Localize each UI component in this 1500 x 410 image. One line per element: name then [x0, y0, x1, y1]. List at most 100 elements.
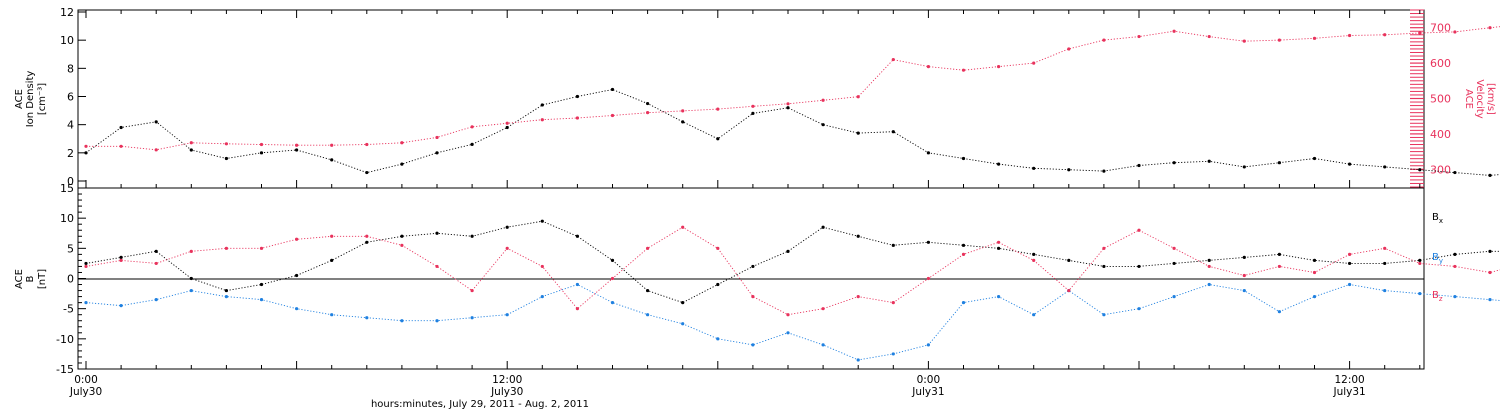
- bx-point: [716, 282, 720, 287]
- bz-point: [1067, 288, 1071, 293]
- density-point: [1137, 163, 1141, 168]
- velocity-point: [400, 141, 404, 145]
- bx-point: [224, 288, 228, 293]
- bz-point: [365, 234, 369, 238]
- legend-entry-bz: Bz: [1432, 290, 1443, 303]
- bottom-left-tick-label: 15: [60, 182, 74, 195]
- x-tick-date-label: July31: [1332, 386, 1365, 398]
- velocity-point: [716, 107, 720, 111]
- density-point: [435, 151, 439, 155]
- bx-series: [84, 219, 1500, 305]
- bx-point: [84, 261, 88, 266]
- velocity-point: [470, 125, 474, 129]
- by-point: [1383, 288, 1387, 293]
- density-point: [821, 123, 825, 127]
- by-point: [1137, 307, 1141, 311]
- bottom-series-layer: [84, 219, 1500, 362]
- by-point: [1032, 313, 1036, 317]
- top-right-tick-label: 400: [1430, 128, 1451, 141]
- bz-point: [1453, 264, 1457, 269]
- density-point: [575, 94, 580, 99]
- x-tick-time-label: 0:00: [74, 374, 98, 386]
- x-tick-date-label: July30: [490, 386, 523, 398]
- top-left-ylabel-line2: Ion Density: [25, 71, 36, 128]
- density-point: [891, 130, 895, 134]
- top-left-tick-label: 6: [67, 91, 74, 104]
- velocity-point: [891, 57, 895, 62]
- by-point: [119, 304, 123, 308]
- bottom-left-tick-label: -15: [56, 363, 74, 376]
- bx-point: [259, 282, 264, 287]
- bottom-left-axis: -15 -10 -5 0 5 10 15: [56, 182, 86, 376]
- top-right-tick-label: 500: [1430, 93, 1451, 106]
- bz-point: [961, 252, 966, 256]
- density-point: [365, 170, 369, 175]
- velocity-trace: [86, 26, 1500, 151]
- bz-point: [154, 261, 158, 266]
- top-left-tick-label: 8: [67, 62, 74, 75]
- bx-point: [1137, 264, 1141, 269]
- bz-point: [119, 258, 123, 262]
- top-left-tick-label: 10: [60, 34, 74, 47]
- by-point: [505, 313, 509, 317]
- velocity-point: [1137, 34, 1141, 39]
- top-left-axis: 0 2 4 6 8 10 12: [60, 6, 86, 188]
- x-tick-time-label: 12:00: [492, 374, 522, 386]
- bz-point: [295, 237, 299, 241]
- legend-entry-bx: Bx: [1432, 212, 1443, 225]
- velocity-series: [84, 26, 1500, 152]
- density-point: [84, 151, 88, 155]
- density-point: [1453, 170, 1457, 175]
- velocity-point: [1067, 47, 1071, 51]
- velocity-point: [154, 148, 158, 152]
- bz-point: [1137, 228, 1141, 232]
- bottom-ylabel-line3: [nT]: [37, 269, 48, 289]
- top-right-tick-label: 300: [1430, 163, 1451, 176]
- bx-point: [119, 255, 123, 259]
- by-point: [716, 337, 720, 341]
- bx-point: [1488, 249, 1492, 253]
- top-left-tick-label: 4: [67, 119, 74, 132]
- bottom-left-tick-label: -5: [63, 303, 74, 316]
- density-point: [856, 131, 860, 135]
- velocity-point: [610, 113, 615, 118]
- velocity-point: [259, 142, 264, 147]
- top-right-ylabel-line3: [km/s]: [1485, 83, 1496, 115]
- velocity-point: [751, 104, 755, 108]
- bx-point: [1312, 258, 1317, 262]
- velocity-point: [505, 121, 509, 125]
- by-point: [189, 288, 193, 293]
- velocity-point: [1102, 38, 1106, 42]
- bx-point: [365, 240, 369, 244]
- top-right-tick-label: 600: [1430, 57, 1451, 70]
- x-axis: 0:00July3012:00July300:00July3112:00July…: [69, 10, 1421, 398]
- bz-point: [1348, 252, 1352, 256]
- top-right-tick-label: 700: [1430, 22, 1451, 35]
- bz-point: [1488, 270, 1492, 275]
- bx-point: [1418, 258, 1422, 262]
- bz-point: [821, 307, 825, 311]
- bz-series: [84, 225, 1500, 317]
- bottom-ylabel-line2: B: [25, 275, 36, 282]
- x-tick-time-label: 0:00: [917, 374, 941, 386]
- bz-point: [1032, 258, 1036, 262]
- by-point: [435, 319, 439, 323]
- top-right-ylabel-line2: Velocity: [1474, 79, 1485, 118]
- top-left-tick-label: 2: [67, 147, 74, 160]
- velocity-point: [1242, 39, 1246, 43]
- by-point: [1453, 295, 1457, 299]
- top-left-ylabel-line3: [cm⁻³]: [37, 83, 48, 115]
- density-point: [400, 162, 404, 166]
- by-point: [1102, 313, 1106, 317]
- top-series-layer: [84, 26, 1500, 177]
- top-panel-frame: [77, 9, 1425, 189]
- by-point: [154, 298, 158, 302]
- velocity-point: [295, 143, 299, 147]
- top-left-ylabel-line1: ACE: [14, 89, 25, 109]
- density-series: [84, 87, 1500, 177]
- velocity-point: [926, 65, 931, 69]
- velocity-point: [119, 144, 123, 148]
- bx-point: [997, 246, 1001, 250]
- density-point: [119, 125, 123, 130]
- bz-point: [997, 240, 1001, 244]
